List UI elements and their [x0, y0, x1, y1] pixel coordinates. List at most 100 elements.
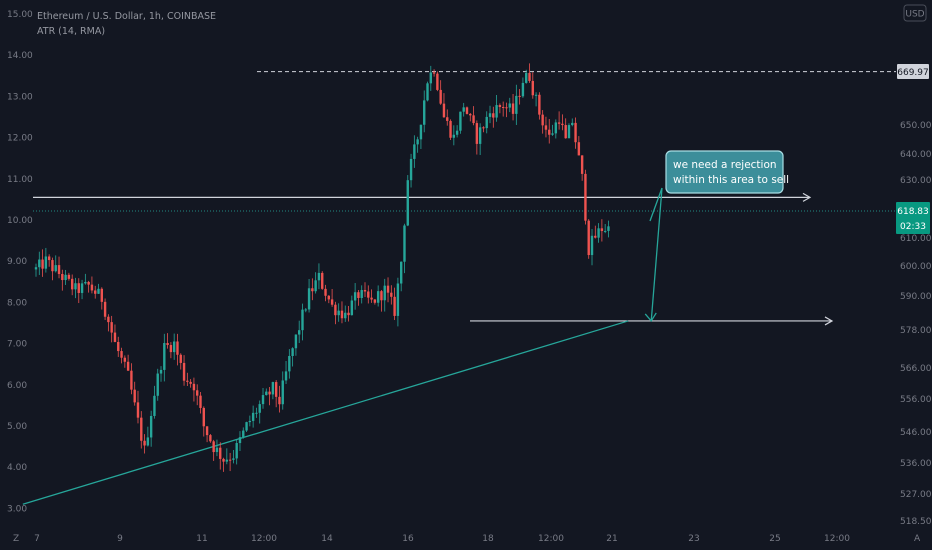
candle-body [607, 226, 610, 231]
candle-body [41, 259, 44, 269]
x-tick-label: 12:00 [824, 534, 850, 544]
candle-body [353, 292, 357, 301]
candle-body [469, 113, 472, 116]
candle-body [44, 256, 48, 269]
candle-body [383, 285, 386, 301]
annotation-line-1: we need a rejection [673, 159, 777, 171]
right-tick-label: 590.00 [900, 292, 932, 302]
price-tag[interactable]: 618.83 02:33 [896, 202, 930, 234]
candle-body [478, 127, 482, 144]
candle-body [488, 113, 492, 117]
left-tick-label: 10.00 [7, 216, 33, 226]
candle-body [113, 332, 117, 342]
annotation-note[interactable]: we need a rejection within this area to … [665, 150, 789, 194]
candle-body [301, 309, 304, 331]
candle-body [54, 265, 57, 272]
candle-body [501, 107, 505, 109]
candle-body [498, 105, 502, 108]
candle-body [294, 334, 298, 349]
currency-button[interactable]: USD [903, 4, 927, 22]
candle-body [225, 459, 229, 462]
candle-body [182, 362, 186, 381]
candle-body [505, 107, 508, 109]
left-tick-label: 12.00 [7, 134, 33, 144]
left-tick-label: 15.00 [7, 10, 33, 20]
candle-body [179, 354, 182, 363]
candle-body [163, 343, 166, 370]
x-tick-label: 23 [688, 534, 699, 544]
candle-body [452, 134, 456, 138]
right-tick-label: 546.00 [900, 428, 932, 438]
candle-body [130, 370, 133, 390]
candle-body [103, 301, 107, 317]
left-tick-label: 4.00 [7, 463, 27, 473]
candle-body [74, 283, 77, 290]
candle-body [350, 300, 354, 316]
projection-lead-line [649, 187, 663, 222]
right-axis[interactable]: 650.00 640.00 630.00 610.00 600.00 590.00 578.… [900, 121, 932, 527]
candle-body [590, 235, 594, 256]
candle-body [423, 100, 426, 125]
candle-body [432, 72, 436, 74]
x-tick-label: 14 [321, 534, 333, 544]
x-tick-label: 11 [196, 534, 207, 544]
candle-body [70, 278, 74, 290]
candle-body [449, 120, 452, 138]
x-axis[interactable]: 7 9 11 12:00 14 16 18 12:00 21 23 25 12:00 [34, 534, 850, 544]
candle-body [538, 94, 541, 115]
candle-body [390, 292, 393, 297]
candle-body [554, 122, 558, 134]
candle-body [196, 390, 199, 396]
candle-body [159, 369, 163, 374]
projection-layer [644, 187, 663, 323]
indicator-label: ATR (14, RMA) [37, 26, 105, 37]
candle-body [107, 316, 110, 323]
candle-body [166, 343, 169, 346]
candle-body [245, 422, 248, 431]
candle-body [248, 420, 252, 423]
candle-body [126, 361, 130, 371]
candle-body [485, 116, 488, 129]
bottom-left-label: Z [13, 534, 19, 544]
candle-body [77, 283, 80, 293]
candle-body [472, 115, 475, 124]
candle-body [140, 417, 143, 441]
candle-body [317, 272, 321, 281]
candle-body [255, 412, 258, 414]
candle-body [228, 459, 232, 461]
candle-body [386, 285, 390, 293]
candle-body [100, 288, 103, 302]
candle-body [110, 322, 113, 333]
candle-body [396, 283, 400, 316]
level-tag[interactable]: 669.97 [897, 64, 929, 79]
left-axis: 15.00 14.00 13.00 12.00 11.00 10.00 9.00 8.00 7.… [7, 10, 33, 514]
candle-body [274, 382, 278, 397]
candle-body [587, 220, 590, 256]
candle-body [34, 267, 38, 270]
x-tick-label: 12:00 [251, 534, 277, 544]
candle-body [232, 458, 235, 460]
candles-layer [34, 63, 610, 472]
right-tick-label: 600.00 [900, 262, 932, 272]
candle-body [492, 113, 495, 118]
candle-body [205, 426, 209, 436]
candle-body [337, 310, 340, 316]
candle-body [334, 304, 337, 316]
candle-body [153, 395, 156, 416]
left-tick-label: 9.00 [7, 257, 27, 267]
candle-body [291, 348, 294, 356]
candle-body [242, 430, 245, 438]
candle-body [238, 437, 242, 444]
candle-body [90, 284, 94, 291]
candle-body [564, 125, 567, 139]
candle-body [426, 83, 429, 101]
candle-body [61, 273, 64, 281]
x-tick-label: 18 [482, 534, 494, 544]
candle-body [215, 447, 219, 453]
x-tick-label: 7 [34, 534, 40, 544]
left-tick-label: 11.00 [7, 175, 33, 185]
candle-body [117, 341, 120, 352]
candle-body [406, 180, 409, 226]
left-tick-label: 3.00 [7, 504, 27, 514]
